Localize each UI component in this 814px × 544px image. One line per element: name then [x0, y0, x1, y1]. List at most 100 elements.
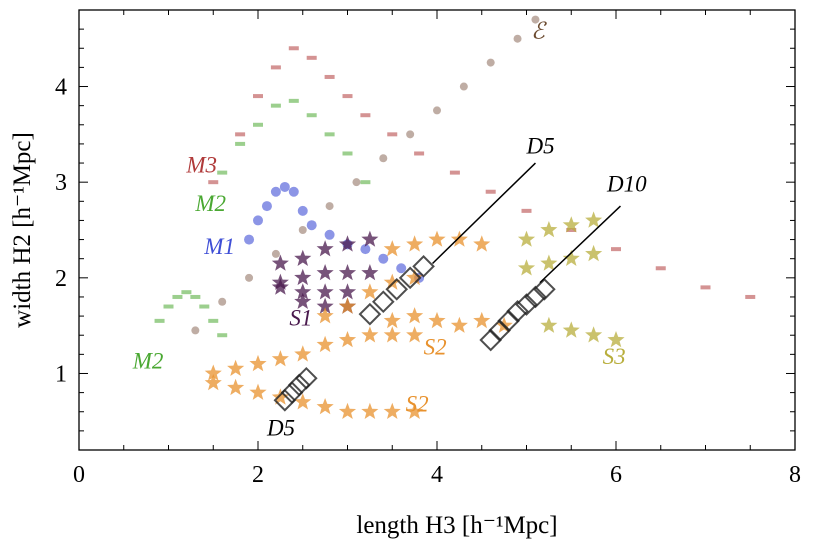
series-s1-point: [338, 264, 357, 281]
series-m2-point: [306, 113, 317, 118]
series-e-point: [218, 297, 227, 306]
series-m3-point: [485, 189, 496, 194]
y-axis-title: width H2 [h⁻¹Mpc]: [9, 132, 36, 328]
y-tick-label: 1: [55, 361, 67, 387]
x-tick-label: 2: [252, 462, 264, 488]
series-s1-point: [271, 254, 289, 271]
series-s2-point: [473, 235, 491, 252]
series-d5-point: [273, 388, 297, 412]
series-s2-point: [428, 230, 446, 247]
series-d10-point: [479, 328, 503, 352]
series-s3-point: [517, 259, 536, 276]
series-d5-point: [280, 381, 304, 404]
series-m2-point: [217, 170, 228, 175]
series-s2-point: [450, 230, 468, 247]
series-m2-point: [253, 122, 263, 127]
series-s2-point: [406, 235, 424, 252]
series-s2-point: [406, 326, 424, 343]
series-m3-point: [387, 132, 398, 137]
series-s1-point: [316, 240, 334, 257]
series-s2-point: [383, 240, 401, 257]
series-m2-point: [163, 304, 174, 309]
series-m3-point: [521, 208, 532, 213]
series-s2-point: [450, 316, 468, 333]
series-s2-point: [316, 398, 334, 415]
series-d10-point: [533, 277, 556, 301]
annotation-label: S2: [424, 334, 447, 359]
annotation-label: ℰ: [531, 19, 547, 44]
annotation-leader-line: [432, 162, 536, 265]
series-s2-point: [383, 326, 401, 343]
series-s3-point: [562, 249, 580, 266]
annotation-label: D10: [606, 172, 647, 197]
series-m2-point: [360, 180, 371, 185]
series-d5-point: [371, 290, 395, 314]
series-s3-point: [562, 216, 580, 233]
series-m3-point: [342, 94, 353, 99]
series-s2-point: [249, 354, 267, 372]
series-d5-point: [295, 366, 318, 390]
series-m3-point: [611, 247, 621, 252]
series-s1-point: [294, 292, 312, 309]
series-m1-point: [253, 215, 263, 226]
series-d10-point: [524, 285, 547, 309]
series-s1-point: [294, 268, 312, 286]
series-s2-point: [294, 393, 312, 410]
series-e-point: [486, 58, 495, 67]
series-e-point: [513, 34, 522, 43]
series-m3-point: [270, 65, 281, 70]
series-e-point: [459, 82, 468, 91]
series-m3-point: [566, 228, 577, 232]
series-s2-point: [204, 364, 222, 381]
series-m2-point: [342, 151, 353, 156]
series-s3-point: [562, 321, 580, 338]
series-s2-point: [271, 350, 289, 367]
series-m2-point: [270, 103, 281, 108]
series-m2-point: [199, 304, 210, 309]
series-s1-point: [271, 278, 289, 295]
series-s2-point: [316, 307, 334, 324]
annotation-label: M2: [132, 349, 164, 374]
series-s2-point: [428, 311, 446, 329]
series-m2-point: [181, 290, 192, 295]
series-d5-point: [398, 266, 422, 290]
annotation-label: M1: [203, 234, 235, 259]
series-s1-point: [316, 264, 334, 281]
series-d5-point: [412, 255, 435, 278]
series-s1-point: [294, 249, 312, 266]
series-m1-point: [244, 234, 255, 245]
series-m2-point: [288, 98, 299, 103]
series-e-point: [191, 326, 200, 335]
x-tick-label: 4: [431, 462, 443, 488]
series-s2-point: [361, 326, 379, 343]
series-e-point: [379, 154, 388, 163]
series-s2-point: [361, 283, 379, 300]
series-s3-point: [540, 221, 558, 238]
series-s3-point: [585, 326, 603, 343]
annotation-leader-line: [539, 205, 621, 284]
series-m3-point: [208, 180, 219, 185]
series-s2-point: [383, 402, 401, 419]
series-m1-point: [279, 181, 290, 192]
series-m3-point: [414, 151, 425, 156]
series-s2-point: [227, 378, 245, 396]
series-s2-point: [249, 383, 267, 400]
series-s2-point: [361, 402, 379, 419]
annotation-label: M3: [185, 153, 217, 178]
series-m2-point: [217, 333, 228, 338]
series-s1-point: [361, 264, 379, 281]
annotation-label: S3: [603, 344, 626, 369]
annotation-label: M2: [194, 191, 226, 216]
series-s2-point: [473, 311, 491, 329]
series-m3-point: [235, 132, 246, 137]
annotation-label: S2: [406, 392, 429, 417]
series-m3-point: [360, 113, 371, 118]
series-m3-point: [700, 285, 711, 290]
series-e-point: [531, 15, 540, 24]
plot-frame: [78, 9, 796, 451]
y-tick-label: 2: [55, 266, 67, 292]
series-s1-point: [338, 235, 357, 252]
series-s1-point: [316, 297, 334, 314]
series-m2-point: [154, 318, 165, 323]
